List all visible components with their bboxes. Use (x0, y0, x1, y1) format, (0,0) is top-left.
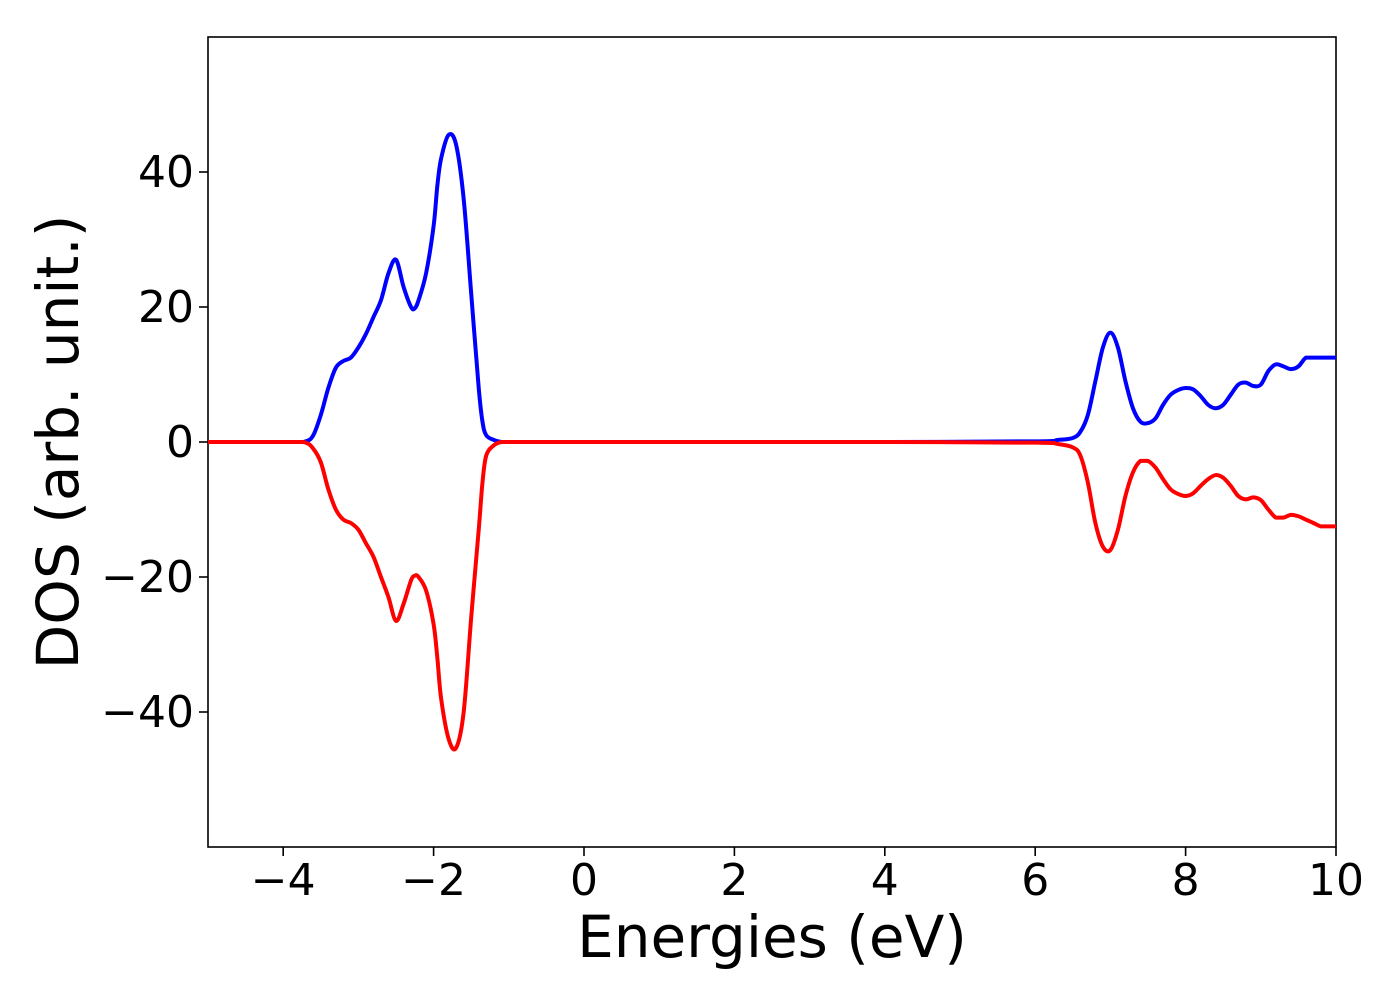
x-tick-label: 0 (570, 855, 598, 906)
series-line-2 (208, 439, 1336, 752)
x-axis-label: Energies (eV) (577, 903, 967, 971)
y-tick-label: −20 (101, 552, 194, 603)
x-tick-label: −4 (251, 855, 316, 906)
x-tick-label: −2 (401, 855, 466, 906)
x-tick-label: 6 (1021, 855, 1049, 906)
y-axis-label: DOS (arb. unit.) (24, 215, 92, 670)
y-axis-ticks: −40 −20 0 20 40 (101, 147, 208, 738)
x-tick-label: 10 (1308, 855, 1364, 906)
y-tick-label: 40 (138, 147, 194, 198)
series-layer (208, 132, 1336, 752)
y-tick-label: 0 (166, 417, 194, 468)
x-tick-label: 8 (1172, 855, 1200, 906)
y-tick-label: 20 (138, 282, 194, 333)
y-tick-label: −40 (101, 687, 194, 738)
x-tick-label: 4 (871, 855, 899, 906)
x-axis-ticks: −4 −2 0 2 4 6 8 10 (251, 847, 1364, 906)
x-tick-label: 2 (720, 855, 748, 906)
